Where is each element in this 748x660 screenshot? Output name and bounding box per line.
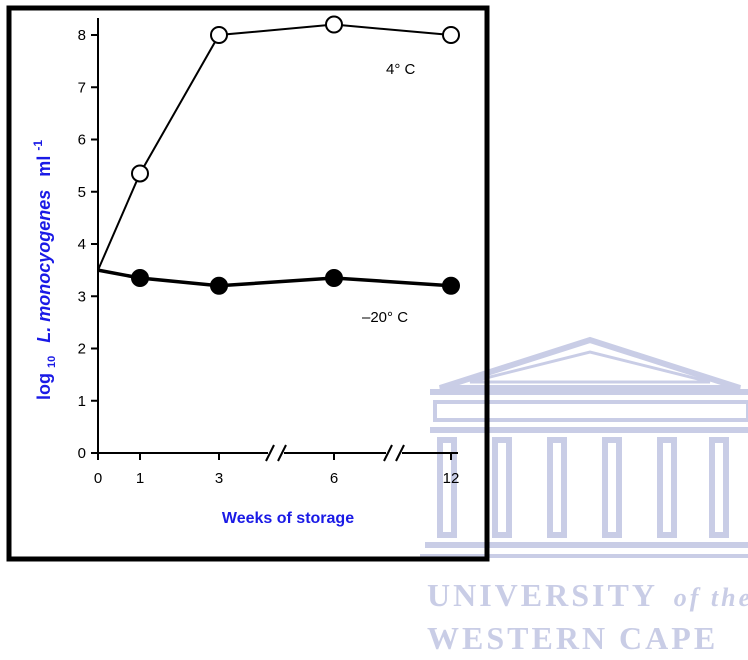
- x-tick-label: 0: [94, 470, 102, 487]
- data-point-minus20c: [442, 276, 460, 295]
- x-tick-label: 12: [443, 470, 460, 487]
- data-point-minus20c: [131, 268, 149, 287]
- data-point-minus20c: [210, 276, 228, 295]
- series-label-4c: 4° C: [386, 61, 416, 78]
- x-tick-label: 3: [215, 470, 223, 487]
- data-point-4c: [442, 26, 460, 44]
- data-point-4c: [131, 164, 149, 183]
- axes: [97, 18, 458, 454]
- axis-break-mark: [383, 444, 393, 462]
- university-watermark: UNIVERSITY of the WESTERN CAPE: [420, 336, 748, 656]
- x-ticks: 0 1 3 6 12: [94, 453, 460, 487]
- watermark-university: UNIVERSITY: [427, 577, 657, 613]
- data-point-4c: [210, 26, 228, 44]
- svg-text:UNIVERSITY of the: UNIVERSITY of the: [427, 577, 748, 613]
- series-points: [131, 15, 460, 295]
- axis-breaks: [265, 444, 405, 462]
- y-axis-title-organism: L. monocyogenes: [34, 190, 54, 343]
- y-tick-label: 3: [78, 288, 86, 305]
- y-tick-label: 0: [78, 445, 86, 462]
- y-tick-label: 5: [78, 184, 86, 201]
- y-tick-label: 7: [78, 79, 86, 96]
- watermark-of-the: of the: [674, 583, 748, 612]
- x-tick-label: 1: [136, 470, 144, 487]
- series-label-minus20c: –20° C: [362, 309, 408, 326]
- axis-break-mark: [265, 444, 275, 462]
- y-tick-label: 4: [78, 236, 86, 253]
- y-axis-title: log 10 L. monocyogenes ml -1: [31, 140, 59, 400]
- y-tick-label: 1: [78, 393, 86, 410]
- data-point-minus20c: [325, 268, 343, 287]
- y-axis-title-log: log: [34, 373, 54, 400]
- x-axis-title: Weeks of storage: [222, 510, 354, 527]
- building-emblem: [420, 336, 748, 558]
- watermark-western-cape: WESTERN CAPE: [427, 620, 718, 656]
- data-point-4c: [325, 15, 343, 34]
- x-tick-label: 6: [330, 470, 338, 487]
- y-ticks: 0 1 2 3 4 5 6 7 8: [78, 27, 98, 462]
- y-tick-label: 6: [78, 132, 86, 149]
- y-axis-title-unit: ml: [34, 156, 54, 177]
- series-line-minus20c: [97, 268, 452, 288]
- y-axis-title-sup: -1: [31, 140, 45, 151]
- axis-break-mark: [395, 444, 405, 462]
- y-axis-title-sub: 10: [46, 356, 58, 368]
- y-tick-label: 8: [78, 27, 86, 44]
- axis-break-mark: [277, 444, 287, 462]
- y-tick-label: 2: [78, 341, 86, 358]
- chart-frame: [6, 5, 490, 562]
